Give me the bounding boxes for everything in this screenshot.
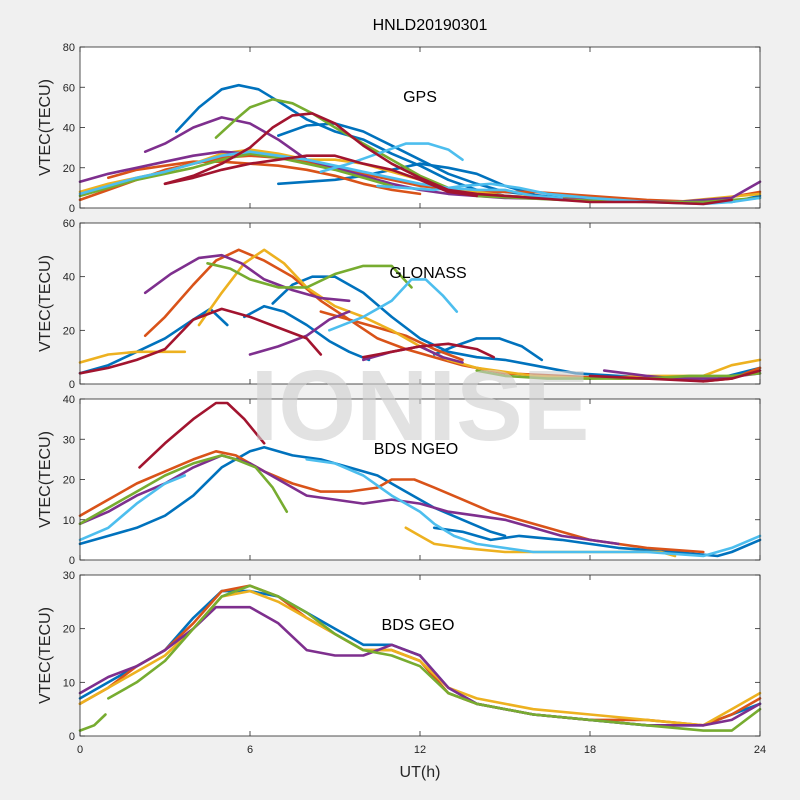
panel-label: BDS GEO — [382, 617, 455, 634]
series-line — [328, 278, 459, 332]
y-tick-label: 60 — [63, 218, 75, 230]
series-group — [78, 401, 762, 558]
y-tick-label: 40 — [63, 394, 75, 406]
panel-bds-ngeo: 0 10 20 30 40 VTEC(TECU) BDS NGEO — [37, 394, 762, 567]
x-tick-label: 12 — [414, 744, 426, 756]
series-line — [107, 160, 422, 196]
series-line — [163, 154, 478, 198]
x-tick-label: 24 — [754, 744, 766, 756]
panel-label: BDS NGEO — [374, 441, 458, 458]
series-line — [432, 526, 762, 558]
series-line — [271, 275, 762, 380]
series-line — [78, 150, 563, 200]
series-line — [78, 474, 187, 542]
panel-gps: 0 20 40 60 80 VTEC(TECU) GPS — [37, 42, 762, 215]
series-line — [78, 307, 323, 375]
series-line — [362, 342, 495, 359]
panel-label: GLONASS — [389, 265, 466, 282]
plot-area — [80, 223, 760, 384]
y-axis-label: VTEC(TECU) — [37, 255, 54, 352]
y-tick-label: 30 — [63, 434, 75, 446]
series-line — [78, 454, 289, 526]
y-tick-label: 20 — [63, 163, 75, 175]
x-tick-label: 6 — [247, 744, 253, 756]
y-tick-label: 60 — [63, 82, 75, 94]
y-axis-label: VTEC(TECU) — [37, 607, 54, 704]
chart-title: HNLD20190301 — [373, 17, 488, 34]
y-tick-label: 40 — [63, 272, 75, 284]
y-tick-label: 20 — [63, 475, 75, 487]
series-group — [78, 83, 762, 206]
y-tick-label: 0 — [69, 379, 75, 391]
y-tick-label: 20 — [63, 624, 75, 636]
series-line — [143, 253, 351, 303]
series-line — [475, 369, 762, 380]
plot-area — [80, 399, 760, 560]
series-line — [78, 350, 187, 364]
series-line — [138, 401, 266, 469]
series-group — [78, 584, 762, 732]
y-tick-label: 0 — [69, 203, 75, 215]
series-line — [243, 304, 371, 362]
series-line — [305, 458, 762, 558]
panel-glonass: 0 20 40 60 VTEC(TECU) GLONASS — [37, 218, 762, 391]
y-axis-label: VTEC(TECU) — [37, 79, 54, 176]
y-tick-label: 80 — [63, 42, 75, 54]
series-line — [78, 713, 107, 732]
series-line — [206, 262, 413, 289]
y-tick-label: 30 — [63, 570, 75, 582]
series-line — [588, 369, 762, 383]
series-group — [78, 248, 762, 383]
y-axis-label: VTEC(TECU) — [37, 431, 54, 528]
y-tick-label: 40 — [63, 123, 75, 135]
x-tick-label: 0 — [77, 744, 83, 756]
watermark: IONISE — [251, 350, 590, 462]
series-line — [319, 142, 464, 174]
y-tick-label: 20 — [63, 325, 75, 337]
x-tick-label: 18 — [584, 744, 596, 756]
y-tick-label: 10 — [63, 677, 75, 689]
panel-label: GPS — [403, 89, 437, 106]
series-line — [163, 112, 733, 206]
series-line — [78, 450, 705, 554]
series-line — [107, 584, 762, 732]
y-tick-label: 0 — [69, 731, 75, 743]
series-line — [248, 310, 351, 356]
y-tick-label: 0 — [69, 555, 75, 567]
y-tick-label: 10 — [63, 515, 75, 527]
series-line — [78, 446, 507, 546]
x-axis-label: UT(h) — [400, 764, 441, 781]
panel-bds-geo: 0 10 20 30 0 6 12 18 24 VTEC(TECU) BDS GEO — [37, 570, 766, 756]
series-line — [432, 337, 544, 362]
